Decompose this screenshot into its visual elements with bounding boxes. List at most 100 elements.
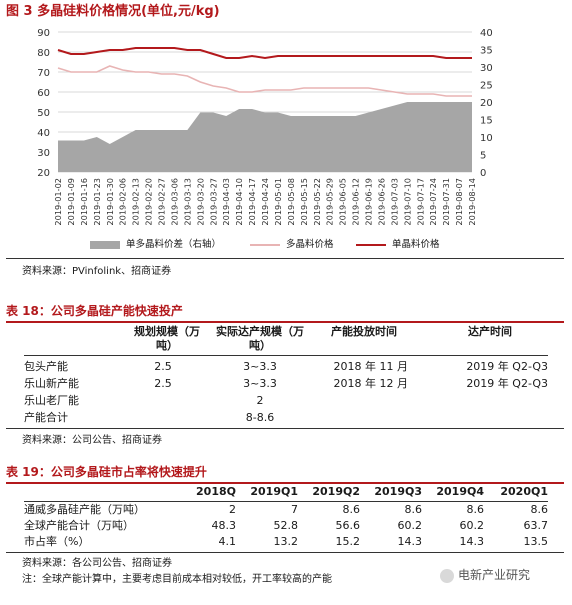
watermark-text: 电新产业研究 (458, 568, 531, 582)
t19-cell: 13.5 (523, 535, 549, 548)
t19-row-name: 通威多晶硅产能（万吨） (24, 503, 145, 516)
t19-header: 2020Q1 (500, 485, 548, 498)
t19-row-name: 全球产能合计（万吨） (24, 519, 134, 532)
t19-cell: 2 (229, 503, 236, 516)
t19-header: 2019Q4 (436, 485, 484, 498)
t19-header: 2019Q3 (374, 485, 422, 498)
x-tick-label: 2019-07-03 (389, 178, 399, 226)
x-tick-label: 2019-06-12 (351, 178, 361, 226)
y-right-tick-label: 35 (480, 46, 493, 57)
y-left-tick-label: 90 (37, 28, 50, 39)
t18-header-launch: 产能投放时间 (331, 325, 397, 338)
x-tick-label: 2019-02-27 (157, 178, 167, 226)
t19-cell: 14.3 (397, 535, 423, 548)
y-right-tick-label: 0 (480, 168, 486, 179)
legend-label-spread: 单多晶料价差（右轴） (126, 239, 222, 250)
x-tick-label: 2019-05-08 (286, 178, 296, 226)
watermark: 电新产业研究 (440, 566, 531, 583)
t18-row-launch: 2018 年 11 月 (333, 360, 408, 373)
y-left-tick-label: 50 (37, 108, 50, 119)
t19-cell: 48.3 (211, 519, 237, 532)
y-right-tick-label: 15 (480, 116, 493, 127)
t18-row-reach: 2019 年 Q2-Q3 (466, 360, 548, 373)
x-tick-label: 2019-04-03 (221, 178, 231, 226)
x-tick-label: 2019-01-09 (66, 178, 76, 226)
x-tick-label: 2019-02-06 (118, 178, 128, 226)
t18-row-actual: 3~3.3 (243, 377, 277, 390)
x-tick-label: 2019-07-24 (428, 178, 438, 226)
table18-title: 表 18：公司多晶硅产能快速投产 (6, 304, 183, 318)
t18-header-plan: 规划规模（万吨） (128, 325, 206, 353)
price-spread-area (58, 102, 472, 172)
t18-row-plan: 2.5 (154, 360, 172, 373)
t19-cell: 60.2 (397, 519, 423, 532)
x-tick-label: 2019-03-20 (195, 178, 205, 226)
mono-price-line (57, 47, 472, 60)
x-tick-label: 2019-02-13 (131, 178, 141, 226)
x-tick-label: 2019-03-27 (208, 178, 218, 226)
t19-header: 2019Q1 (250, 485, 298, 498)
legend-label-poly: 多晶料价格 (286, 239, 334, 250)
y-right-tick-label: 40 (480, 28, 493, 39)
t18-header-plan-text: 规划规模（万吨） (134, 325, 200, 352)
poly-price-line (57, 65, 472, 97)
x-tick-label: 2019-01-23 (92, 178, 102, 226)
figure-title: 图 3 多晶硅料价格情况(单位,元/kg) (6, 4, 220, 19)
t19-cell: 8.6 (404, 503, 423, 516)
y-right-tick-label: 5 (480, 151, 486, 162)
x-tick-label: 2019-01-16 (79, 178, 89, 226)
legend-swatch-poly (250, 243, 280, 246)
y-right-tick-label: 30 (480, 63, 493, 74)
legend-item-spread: 单多晶料价差（右轴） (90, 238, 221, 252)
t19-cell: 63.7 (523, 519, 549, 532)
x-tick-label: 2019-05-01 (273, 178, 283, 226)
t18-header-actual: 实际达产规模（万吨） (216, 325, 304, 352)
x-tick-label: 2019-04-10 (234, 178, 244, 226)
table18-top-rule (6, 321, 564, 323)
table19-top-rule (6, 482, 564, 484)
x-tick-label: 2019-01-30 (105, 178, 115, 226)
wechat-icon (440, 568, 454, 583)
legend-item-mono: 单晶料价格 (356, 238, 440, 252)
t18-row-name: 乐山新产能 (24, 377, 79, 390)
t19-cell: 15.2 (335, 535, 361, 548)
figure-bottom-rule (6, 258, 564, 259)
t19-cell: 14.3 (459, 535, 485, 548)
price-chart: 20 30 40 50 60 70 80 90 0 5 10 15 20 25 30 35 40 2019-0… (37, 28, 493, 226)
table18-source: 资料来源：公司公告、招商证券 (22, 435, 162, 446)
x-tick-label: 2019-02-20 (144, 178, 154, 226)
x-tick-label: 2019-03-13 (182, 178, 192, 226)
t18-header-rule (24, 355, 548, 356)
table19-note: 注：全球产能计算中，主要考虑目前成本相对较低，开工率较高的产能 (22, 574, 332, 585)
figure-source: 资料来源：PVinfolink、招商证券 (22, 266, 172, 277)
t19-cell: 8.6 (530, 503, 549, 516)
t19-row-name: 市占率（%） (24, 535, 90, 548)
chart-legend: 单多晶料价差（右轴） 多晶料价格 单晶料价格 (0, 238, 572, 252)
t18-row-name: 包头产能 (24, 360, 68, 373)
t18-row-launch: 2018 年 12 月 (333, 377, 408, 390)
y-right-tick-label: 25 (480, 81, 493, 92)
x-tick-label: 2019-05-29 (325, 178, 335, 226)
t19-header-rule (24, 501, 548, 502)
t18-row-actual: 8-8.6 (245, 411, 275, 424)
y-left-tick-label: 80 (37, 48, 50, 59)
x-tick-label: 2019-07-17 (415, 178, 425, 226)
legend-item-poly: 多晶料价格 (250, 238, 334, 252)
x-tick-label: 2019-07-31 (441, 178, 451, 226)
table19-source: 资料来源：各公司公告、招商证券 (22, 558, 172, 569)
t19-cell: 7 (291, 503, 298, 516)
t19-cell: 8.6 (466, 503, 485, 516)
x-tick-label: 2019-04-24 (260, 178, 270, 226)
y-left-tick-label: 30 (37, 148, 50, 159)
t19-cell: 4.1 (218, 535, 237, 548)
y-left-tick-label: 20 (37, 168, 50, 179)
y-left-tick-label: 70 (37, 68, 50, 79)
y-left-tick-label: 40 (37, 128, 50, 139)
t19-header: 2018Q (196, 485, 236, 498)
legend-swatch-mono (356, 243, 386, 246)
t18-row-name: 产能合计 (24, 411, 68, 424)
t18-row-reach: 2019 年 Q2-Q3 (466, 377, 548, 390)
t19-cell: 56.6 (335, 519, 361, 532)
x-tick-label: 2019-08-14 (467, 178, 477, 226)
x-tick-label: 2019-03-06 (169, 178, 179, 226)
